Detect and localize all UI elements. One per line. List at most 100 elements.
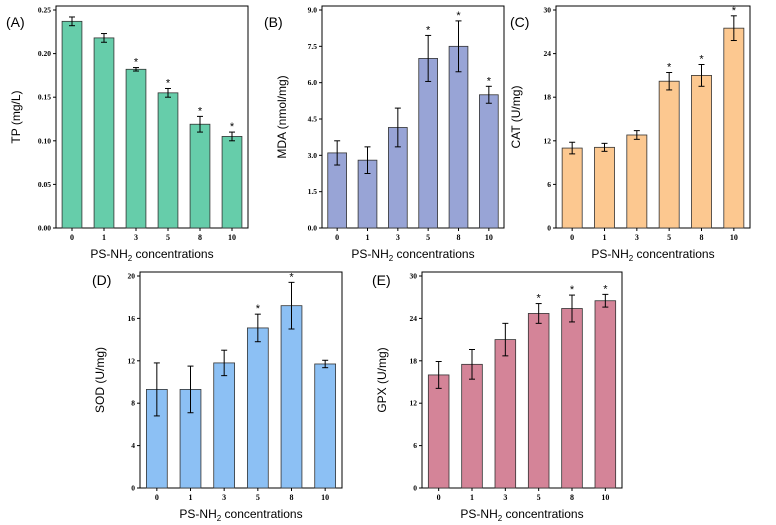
y-tick-label: 4.5 xyxy=(308,115,318,124)
y-tick-label: 0.05 xyxy=(38,180,51,189)
y-tick-label: 30 xyxy=(410,272,418,281)
significance-star: * xyxy=(667,61,672,73)
bar-3 xyxy=(626,134,648,229)
x-tick-label: 0 xyxy=(570,233,574,242)
y-tick-label: 0.20 xyxy=(38,49,51,58)
bar-0 xyxy=(427,374,450,489)
y-tick-label: 9.0 xyxy=(308,6,318,15)
significance-star: * xyxy=(426,24,431,36)
x-tick-label: 5 xyxy=(426,233,430,242)
significance-star: * xyxy=(134,57,139,69)
chart-panel-4: (D) 0 4 8 12 16 20 0 1 3 * 5 * 8 10 SOD (U/mg) PS-NH2 co… xyxy=(92,271,343,523)
y-tick-label: 0 xyxy=(547,224,551,233)
bar-0 xyxy=(561,147,583,229)
y-axis-label: SOD (U/mg) xyxy=(93,347,107,413)
x-axis-label: PS-NH2 concentrations xyxy=(179,507,302,523)
bar-5 xyxy=(658,80,680,229)
bar-10 xyxy=(479,94,499,229)
y-axis-label: MDA (nmol/mg) xyxy=(275,75,289,158)
bar-0 xyxy=(61,20,83,229)
significance-star: * xyxy=(289,271,294,283)
y-tick-label: 6 xyxy=(413,441,417,450)
y-tick-label: 20 xyxy=(128,272,136,281)
panel-label: (C) xyxy=(510,14,529,30)
bar-10 xyxy=(723,27,745,229)
x-tick-label: 0 xyxy=(155,493,159,502)
y-tick-label: 0.00 xyxy=(38,224,51,233)
x-tick-label: 5 xyxy=(166,233,170,242)
x-tick-label: 0 xyxy=(437,493,441,502)
y-tick-label: 0 xyxy=(413,484,417,493)
y-tick-label: 24 xyxy=(544,49,552,58)
x-tick-label: 5 xyxy=(667,233,671,242)
x-tick-label: 1 xyxy=(603,233,607,242)
x-tick-label: 3 xyxy=(635,233,639,242)
chart-panel-1: (A) 0.00 0.05 0.10 0.15 0.20 0.25 0 1 * 3 * 5 * 8 * 10 TP… xyxy=(6,5,249,263)
panel-label: (A) xyxy=(6,14,25,30)
significance-star: * xyxy=(603,283,608,295)
bar-1 xyxy=(93,37,115,229)
y-tick-label: 6 xyxy=(547,180,551,189)
significance-star: * xyxy=(699,54,704,66)
y-tick-label: 3.0 xyxy=(308,151,318,160)
y-tick-label: 0.15 xyxy=(38,93,51,102)
plot-frame xyxy=(55,5,249,229)
y-axis-label: TP (mg/L) xyxy=(9,90,23,143)
x-axis-label: PS-NH2 concentrations xyxy=(460,507,583,523)
y-tick-label: 12 xyxy=(128,356,136,365)
x-tick-label: 8 xyxy=(457,233,461,242)
y-tick-label: 12 xyxy=(544,136,552,145)
y-tick-label: 0 xyxy=(131,484,135,493)
bar-5 xyxy=(418,58,438,229)
x-tick-label: 3 xyxy=(134,233,138,242)
significance-star: * xyxy=(487,75,492,87)
y-tick-label: 0.0 xyxy=(308,224,318,233)
y-tick-label: 0.10 xyxy=(38,136,51,145)
y-tick-label: 6.0 xyxy=(308,78,318,87)
bar-8 xyxy=(448,45,469,229)
bar-10 xyxy=(594,300,617,489)
x-tick-label: 1 xyxy=(102,233,106,242)
bar-8 xyxy=(189,123,211,229)
x-tick-label: 5 xyxy=(256,493,260,502)
x-tick-label: 10 xyxy=(601,493,609,502)
bar-5 xyxy=(246,327,269,489)
bar-3 xyxy=(494,339,517,489)
bar-3 xyxy=(125,68,147,229)
x-tick-label: 3 xyxy=(222,493,226,502)
y-tick-label: 18 xyxy=(544,93,552,102)
x-tick-label: 0 xyxy=(70,233,74,242)
bar-8 xyxy=(691,75,712,229)
significance-star: * xyxy=(166,77,171,89)
x-axis-label: PS-NH2 concentrations xyxy=(591,247,714,263)
y-tick-label: 1.5 xyxy=(308,187,318,196)
x-tick-label: 1 xyxy=(366,233,370,242)
y-tick-label: 4 xyxy=(131,441,135,450)
significance-star: * xyxy=(732,5,737,17)
x-tick-label: 0 xyxy=(335,233,339,242)
y-tick-label: 8 xyxy=(131,399,135,408)
x-tick-label: 1 xyxy=(470,493,474,502)
x-tick-label: 10 xyxy=(730,233,738,242)
x-axis-label: PS-NH2 concentrations xyxy=(90,247,213,263)
significance-star: * xyxy=(570,284,575,296)
panel-label: (B) xyxy=(264,14,283,30)
chart-panel-5: (E) 0 6 12 18 24 30 0 1 3 * 5 * 8 * 10 GPX (U/mg) PS-NH2 … xyxy=(372,271,623,523)
plot-frame xyxy=(139,271,343,489)
bar-10 xyxy=(314,363,337,489)
x-tick-label: 8 xyxy=(290,493,294,502)
significance-star: * xyxy=(456,10,461,22)
significance-star: * xyxy=(537,293,542,305)
bar-8 xyxy=(561,308,583,489)
x-tick-label: 5 xyxy=(537,493,541,502)
x-tick-label: 8 xyxy=(570,493,574,502)
y-tick-label: 30 xyxy=(544,6,552,15)
x-tick-label: 8 xyxy=(700,233,704,242)
significance-star: * xyxy=(198,105,203,117)
significance-star: * xyxy=(230,121,235,133)
y-tick-label: 12 xyxy=(410,399,418,408)
x-tick-label: 10 xyxy=(485,233,493,242)
y-axis-label: CAT (U/mg) xyxy=(509,86,523,149)
x-tick-label: 1 xyxy=(189,493,193,502)
